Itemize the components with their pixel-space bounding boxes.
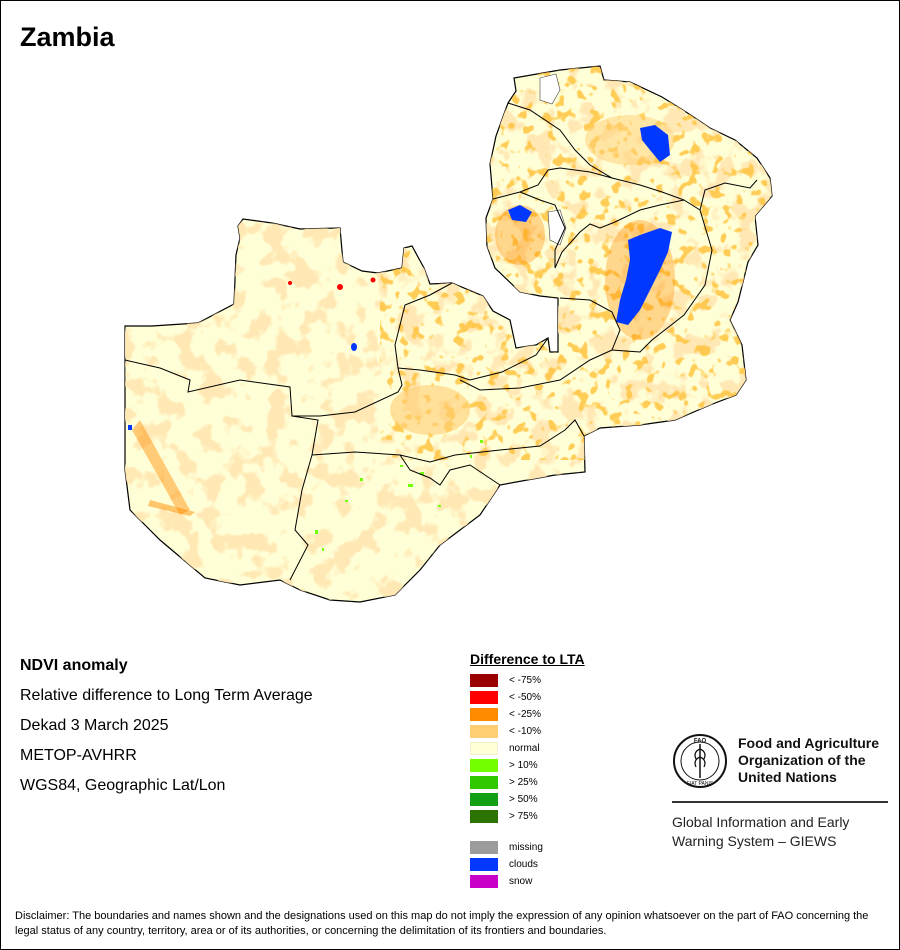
divider xyxy=(672,801,888,803)
disclaimer: Disclaimer: The boundaries and names sho… xyxy=(15,910,869,937)
fao-name-line2: Organization of the xyxy=(738,752,866,768)
legend-class-swatch xyxy=(470,776,498,789)
green-patches xyxy=(315,440,483,551)
legend-class-row: > 10% xyxy=(470,757,585,774)
legend-class-swatch xyxy=(470,674,498,687)
legend-class-row: normal xyxy=(470,740,585,757)
legend-class-label: > 75% xyxy=(509,811,538,822)
legend-class-label: > 25% xyxy=(509,777,538,788)
legend-special-swatch xyxy=(470,858,498,871)
legend-special-row: clouds xyxy=(470,856,585,873)
fao-logo-motto: FIAT PANIS xyxy=(687,781,714,787)
map-info: NDVI anomaly Relative difference to Long… xyxy=(20,656,313,806)
giews-name: Global Information and Early Warning Sys… xyxy=(672,813,888,851)
legend-class-label: < -10% xyxy=(509,726,541,737)
fao-name-line1: Food and Agriculture xyxy=(738,735,880,751)
legend-class-row: < -25% xyxy=(470,706,585,723)
fao-logo-letters: FAO xyxy=(694,739,707,745)
legend-class-row: < -50% xyxy=(470,689,585,706)
legend-special-swatch xyxy=(470,841,498,854)
legend-class-row: > 75% xyxy=(470,808,585,825)
legend-special-label: missing xyxy=(509,842,543,853)
legend-classes: < -75% < -50% < -25% < -10% normal > 10% > 25%… xyxy=(470,672,585,825)
product-name: NDVI anomaly xyxy=(20,657,128,674)
legend-class-swatch xyxy=(470,708,498,721)
giews-line1: Global Information and Early xyxy=(672,814,850,830)
legend-class-label: < -50% xyxy=(509,692,541,703)
legend-class-swatch xyxy=(470,742,498,755)
legend-class-label: < -25% xyxy=(509,709,541,720)
fao-name: Food and Agriculture Organization of the… xyxy=(738,735,898,786)
legend-class-label: > 10% xyxy=(509,760,538,771)
product-description: Relative difference to Long Term Average xyxy=(20,687,313,704)
legend-class-swatch xyxy=(470,691,498,704)
projection-label: WGS84, Geographic Lat/Lon xyxy=(20,777,226,794)
legend-special: missing clouds snow xyxy=(470,839,585,890)
legend-class-row: > 25% xyxy=(470,774,585,791)
legend-class-row: < -75% xyxy=(470,672,585,689)
legend-special-label: clouds xyxy=(509,859,538,870)
legend-class-label: < -75% xyxy=(509,675,541,686)
legend-class-row: > 50% xyxy=(470,791,585,808)
fao-name-line3: United Nations xyxy=(738,769,837,785)
legend-title: Difference to LTA xyxy=(470,651,585,667)
cloud-patches xyxy=(128,125,672,430)
giews-line2: Warning System – GIEWS xyxy=(672,833,837,849)
period-label: Dekad 3 March 2025 xyxy=(20,717,169,734)
map-title: Zambia xyxy=(20,22,115,52)
legend-class-label: > 50% xyxy=(509,794,538,805)
legend-special-label: snow xyxy=(509,876,533,887)
sensor-label: METOP-AVHRR xyxy=(20,747,137,764)
legend-class-row: < -10% xyxy=(470,723,585,740)
legend-class-swatch xyxy=(470,759,498,772)
legend-special-swatch xyxy=(470,875,498,888)
legend-special-row: snow xyxy=(470,873,585,890)
legend-class-swatch xyxy=(470,725,498,738)
legend-class-label: normal xyxy=(509,743,540,754)
map-legend: Difference to LTA < -75% < -50% < -25% < -1… xyxy=(470,651,585,890)
province-boundaries xyxy=(124,102,758,581)
fao-logo-icon: FAO FIAT PANIS xyxy=(673,734,727,788)
legend-special-row: missing xyxy=(470,839,585,856)
legend-class-swatch xyxy=(470,810,498,823)
anomaly-layer xyxy=(125,66,772,602)
legend-class-swatch xyxy=(470,793,498,806)
zambia-map xyxy=(124,65,773,603)
